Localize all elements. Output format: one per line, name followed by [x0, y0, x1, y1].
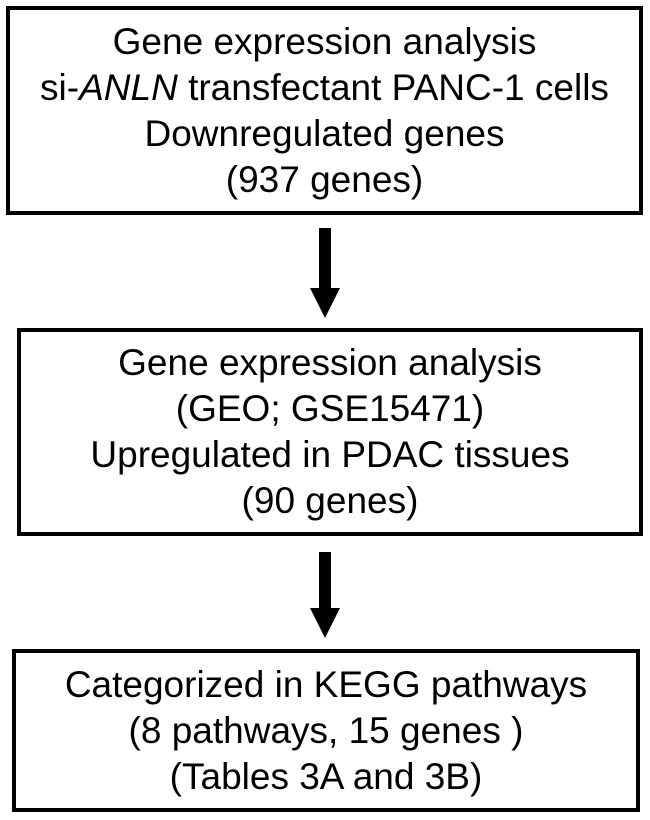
down-arrow-1-head [310, 288, 340, 318]
flow-box-step-1: Gene expression analysis si-ANLN transfe… [6, 6, 643, 215]
down-arrow-2 [310, 552, 340, 638]
down-arrow-2-stem [319, 552, 331, 608]
step-2-line-2: (GEO; GSE15471) [175, 388, 485, 429]
step-2-line-1: Gene expression analysis [118, 342, 542, 383]
step-1-line-2-suffix: transfectant PANC-1 cells [177, 66, 609, 108]
down-arrow-1 [310, 228, 340, 318]
gene-name-anln: ANLN [79, 66, 178, 108]
step-3-line-1: Categorized in KEGG pathways [64, 663, 588, 705]
step-2-line-4: (90 genes) [241, 480, 419, 521]
step-1-line-3: Downregulated genes [144, 112, 505, 154]
step-1-line-4: (937 genes) [225, 158, 424, 200]
step-2-line-3: Upregulated in PDAC tissues [90, 434, 570, 475]
down-arrow-2-head [310, 608, 340, 638]
down-arrow-1-stem [319, 228, 331, 288]
step-1-line-2: si-ANLN transfectant PANC-1 cells [40, 65, 609, 111]
step-1-line-1: Gene expression analysis [112, 20, 537, 62]
step-1-line-2-prefix: si- [40, 66, 80, 108]
step-3-line-2: (8 pathways, 15 genes ) [128, 709, 524, 751]
flow-box-step-2: Gene expression analysis (GEO; GSE15471)… [17, 328, 643, 536]
step-3-line-3: (Tables 3A and 3B) [169, 755, 483, 797]
flow-box-step-3: Categorized in KEGG pathways (8 pathways… [12, 649, 640, 812]
